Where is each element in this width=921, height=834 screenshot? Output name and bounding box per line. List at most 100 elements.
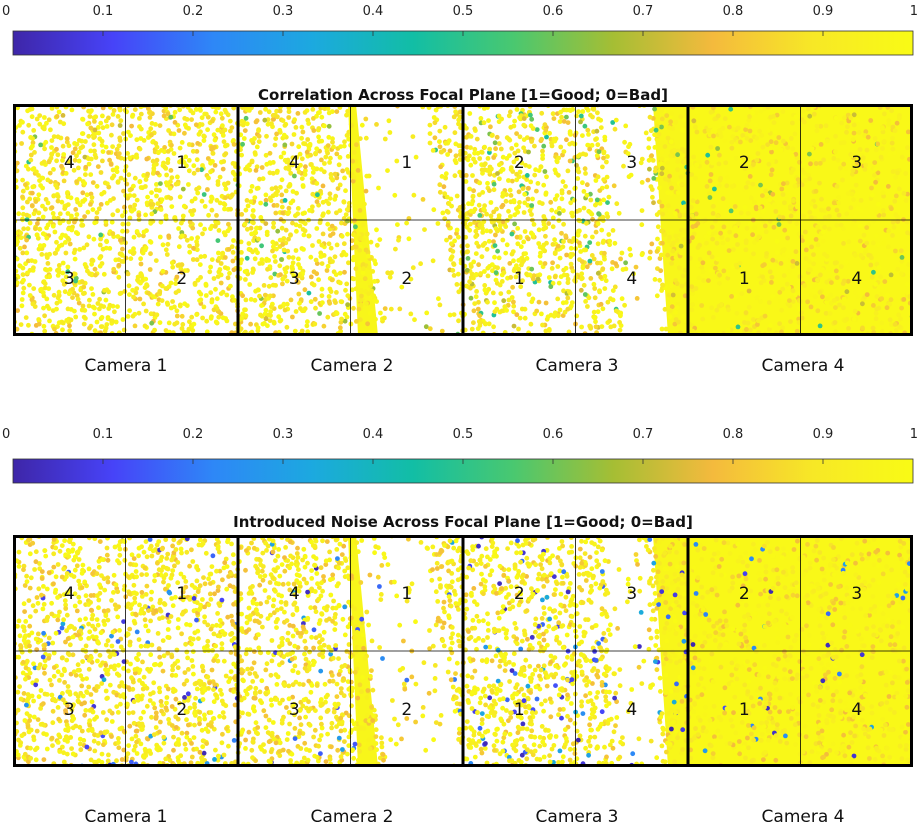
pixel-point — [318, 254, 324, 259]
pixel-point — [156, 646, 162, 652]
pixel-point — [561, 119, 567, 124]
pixel-point — [30, 184, 36, 190]
pixel-point — [371, 293, 377, 299]
pixel-point — [157, 123, 163, 128]
pixel-point — [617, 320, 622, 325]
pixel-point — [472, 126, 478, 132]
pixel-point — [50, 211, 56, 216]
pixel-point — [467, 111, 473, 116]
pixel-point — [56, 289, 62, 295]
pixel-point — [176, 226, 182, 231]
pixel-point — [771, 120, 777, 125]
pixel-point — [501, 270, 507, 276]
pixel-point — [159, 298, 165, 303]
pixel-point — [290, 162, 295, 168]
pixel-point — [195, 167, 201, 173]
pixel-point — [573, 274, 579, 280]
pixel-point — [179, 262, 185, 268]
pixel-point — [586, 295, 592, 301]
pixel-point — [319, 114, 325, 120]
pixel-point — [712, 177, 717, 183]
pixel-point — [155, 201, 161, 206]
pixel-point — [252, 297, 258, 303]
pixel-point — [34, 116, 40, 122]
pixel-point — [99, 138, 105, 144]
pixel-point — [149, 714, 154, 720]
pixel-point — [565, 120, 571, 125]
pixel-point — [40, 290, 46, 296]
pixel-point — [327, 160, 332, 165]
pixel-point — [733, 225, 738, 231]
pixel-point — [873, 179, 878, 185]
pixel-point — [21, 563, 27, 569]
pixel-point — [492, 243, 498, 249]
pixel-point — [57, 734, 63, 740]
pixel-point — [874, 294, 880, 300]
pixel-point — [465, 157, 471, 163]
pixel-point — [677, 212, 682, 218]
pixel-point — [94, 319, 100, 325]
pixel-point — [200, 315, 206, 321]
pixel-point — [366, 280, 372, 286]
pixel-point — [157, 662, 163, 668]
pixel-point — [17, 684, 22, 689]
pixel-point — [754, 295, 760, 301]
pixel-point — [855, 117, 861, 123]
pixel-point — [282, 142, 288, 148]
pixel-point — [787, 298, 792, 303]
pixel-point — [202, 226, 208, 232]
pixel-point — [484, 246, 490, 252]
pixel-point — [523, 251, 528, 256]
pixel-point — [492, 300, 497, 306]
pixel-point — [319, 242, 325, 248]
pixel-point — [108, 198, 113, 203]
pixel-point — [851, 197, 856, 202]
pixel-point — [558, 144, 564, 150]
pixel-point — [532, 172, 538, 178]
pixel-point — [93, 155, 99, 160]
pixel-point — [353, 159, 359, 164]
pixel-point — [289, 141, 295, 147]
pixel-point — [91, 115, 97, 121]
pixel-point — [291, 273, 297, 278]
pixel-point — [208, 169, 214, 175]
pixel-point — [536, 168, 542, 173]
pixel-point — [185, 655, 191, 661]
ccd-number-label: 2 — [176, 269, 187, 289]
pixel-point — [780, 192, 786, 197]
pixel-point — [320, 231, 326, 237]
pixel-point — [764, 251, 769, 256]
pixel-point — [675, 190, 681, 195]
pixel-point — [474, 136, 480, 142]
pixel-point — [334, 109, 340, 114]
pixel-point — [55, 198, 61, 204]
pixel-point — [850, 137, 856, 142]
pixel-point — [577, 207, 582, 213]
pixel-point — [751, 199, 757, 205]
pixel-point — [427, 326, 433, 332]
pixel-point — [274, 131, 279, 137]
pixel-point — [552, 310, 558, 316]
pixel-point — [476, 202, 482, 208]
pixel-point — [497, 176, 502, 182]
pixel-point — [175, 560, 181, 565]
pixel-point — [96, 564, 102, 570]
pixel-point — [454, 227, 460, 233]
pixel-point — [86, 636, 92, 641]
pixel-point — [200, 668, 206, 674]
pixel-point — [24, 212, 30, 218]
pixel-point — [892, 128, 898, 134]
colorbar-tick-label: 0.9 — [813, 4, 834, 19]
pixel-point — [715, 213, 721, 219]
pixel-point — [619, 250, 625, 256]
pixel-point — [700, 243, 706, 249]
pixel-point — [253, 119, 259, 125]
pixel-point — [104, 717, 109, 723]
pixel-point — [477, 313, 483, 319]
pixel-point — [183, 154, 189, 160]
pixel-point — [863, 202, 869, 208]
pixel-point — [727, 124, 732, 130]
pixel-point — [231, 142, 237, 147]
pixel-point — [261, 283, 267, 288]
pixel-point — [60, 278, 66, 284]
